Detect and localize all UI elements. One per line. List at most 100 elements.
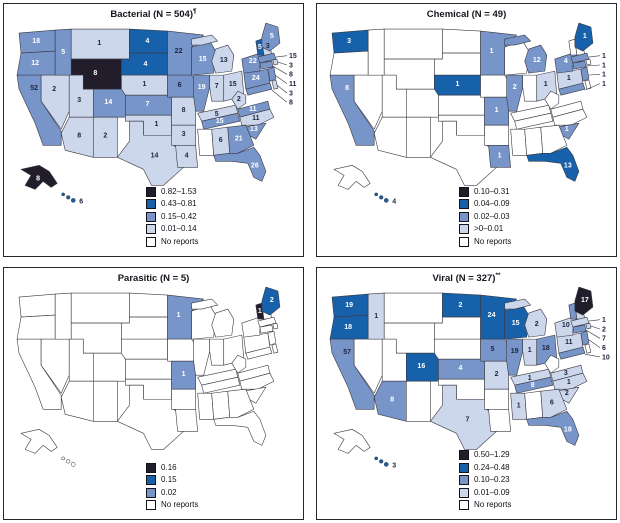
state-DE (271, 79, 279, 90)
state-TN (514, 376, 554, 394)
legend-label: 0.15 (161, 475, 177, 484)
title-footnote-mark: ¶ (193, 8, 197, 15)
legend-parasitic: 0.16 0.15 0.02 No reports (146, 462, 198, 510)
state-value-ME: 2 (270, 297, 274, 304)
callout-leader-RI (277, 61, 288, 66)
callout-leader-MD (271, 89, 288, 103)
state-value-TX: 7 (466, 416, 470, 423)
legend-swatch (459, 199, 470, 209)
callout-leader-CT (585, 329, 601, 339)
state-value-AR: 3 (182, 131, 186, 138)
state-FL (526, 146, 580, 182)
state-ME (261, 286, 281, 315)
legend-swatch (459, 450, 470, 460)
legend-label: 0.16 (161, 462, 177, 472)
state-HI-island (70, 461, 76, 467)
state-KS (125, 358, 172, 380)
state-IN (209, 74, 225, 102)
state-MD (245, 346, 273, 359)
legend-item: 0.24–0.48 (459, 462, 511, 473)
panel-viral: Viral (N = 327)** 19 18 1 57 8 2 24 15 2 16 4 2 5 19 1… (316, 266, 617, 520)
state-MI (524, 308, 548, 337)
state-RI (272, 322, 279, 329)
state-AR (484, 388, 509, 410)
state-NJ (267, 330, 277, 345)
state-FL (213, 410, 267, 446)
state-value-NY: 22 (249, 58, 257, 65)
state-MD (558, 346, 586, 359)
legend-label: >0–0.01 (474, 224, 504, 233)
state-value-FL: 13 (564, 162, 572, 169)
state-MT (383, 28, 443, 60)
callout-leader-NJ (587, 74, 600, 76)
state-value-UT: 3 (77, 97, 81, 104)
state-TN (514, 112, 554, 130)
state-value-WA: 19 (345, 302, 353, 309)
state-DE (584, 343, 592, 353)
state-HI-island (66, 458, 71, 463)
legend-swatch (146, 462, 157, 473)
callout-value-MD: 10 (602, 354, 610, 361)
legend-swatch (459, 224, 470, 234)
callout-leader-MD (584, 83, 601, 91)
state-value-MI: 12 (533, 57, 541, 64)
state-HI-island (374, 456, 378, 460)
state-MI (524, 44, 548, 74)
state-IN (209, 338, 225, 365)
state-CT (259, 324, 274, 333)
callout-leader-MD (584, 353, 601, 357)
legend-label: 0.82–1.53 (161, 186, 197, 196)
legend-swatch (146, 186, 157, 197)
state-MS (510, 128, 528, 156)
state-IN (522, 338, 538, 365)
state-value-SD: 4 (144, 61, 148, 68)
legend-swatch (459, 500, 470, 510)
legend-swatch (146, 500, 157, 510)
state-value-OH: 1 (544, 81, 548, 88)
state-value-HI: 6 (79, 198, 83, 205)
callout-value-MD: 8 (289, 100, 293, 107)
state-value-TN: 15 (216, 118, 224, 125)
legend-item: 0.82–1.53 (146, 186, 198, 197)
state-ME (261, 22, 281, 52)
legend-item: 0.50–1.29 (459, 450, 511, 460)
state-value-NC: 11 (252, 115, 260, 122)
state-HI-island (379, 195, 384, 200)
state-NC (552, 108, 588, 126)
state-MD (245, 82, 273, 96)
state-WA (18, 293, 56, 317)
legend-label: 0.01–0.09 (474, 487, 510, 497)
state-RI (585, 322, 592, 329)
state-NC (239, 372, 275, 390)
state-HI-island (61, 192, 65, 197)
state-AZ (60, 380, 94, 422)
legend-swatch (146, 487, 157, 498)
state-IL (193, 74, 210, 112)
state-MI (504, 298, 532, 309)
state-value-VT: 1 (258, 308, 262, 315)
state-CT (572, 60, 587, 70)
state-TN (201, 112, 241, 130)
legend-label: 0.04–0.09 (474, 199, 510, 208)
legend-label: 0.02 (161, 487, 177, 497)
state-value-HI: 3 (392, 462, 396, 469)
legend-label: No reports (474, 236, 512, 246)
panel-bacterial: Bacterial (N = 504)¶ 18 12 52 2 5 1 8 3 14 8 2 4 4 1 7… (3, 3, 304, 257)
state-value-OR: 18 (344, 324, 352, 331)
state-NC (239, 108, 275, 126)
state-value-WI: 15 (199, 56, 207, 63)
legend-swatch (146, 199, 157, 209)
panel-title-viral: Viral (N = 327)** (432, 271, 501, 284)
state-value-GA: 21 (235, 135, 243, 142)
callout-value-MD: 1 (602, 81, 606, 88)
state-value-TX: 14 (151, 152, 159, 159)
legend-item: 0.10–0.23 (459, 475, 511, 485)
state-MI (211, 44, 235, 74)
state-value-HI: 4 (392, 198, 396, 205)
state-CO (92, 352, 126, 382)
legend-item: 0.10–0.31 (459, 186, 511, 197)
state-value-CA: 57 (343, 349, 351, 356)
state-value-MO: 1 (182, 371, 186, 378)
state-value-ID: 1 (374, 313, 378, 320)
